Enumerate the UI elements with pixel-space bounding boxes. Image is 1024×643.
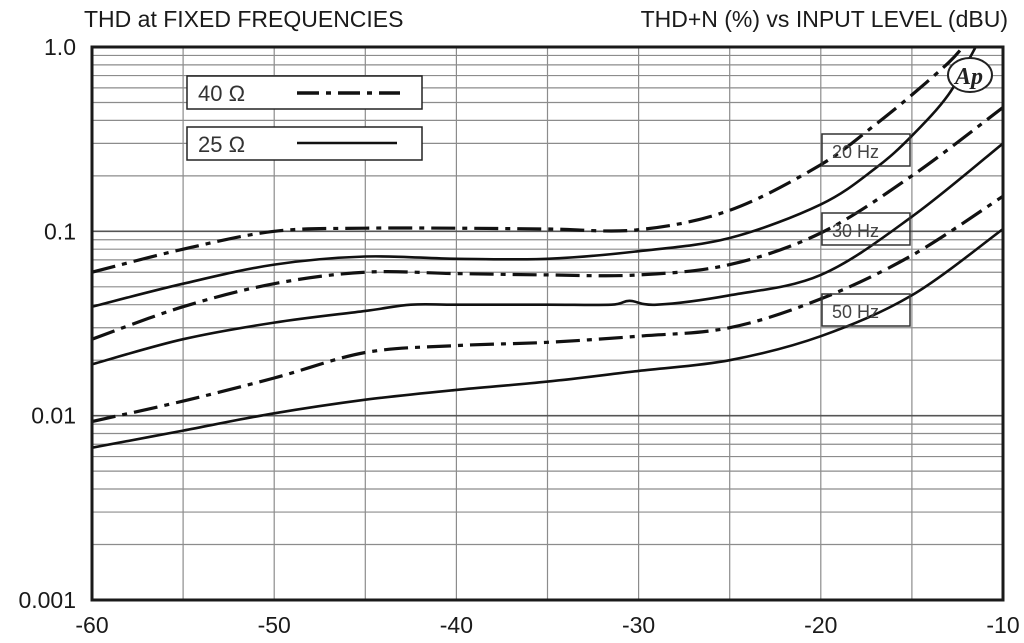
chart-title-left: THD at FIXED FREQUENCIES bbox=[84, 6, 404, 32]
series-line-30hz-solid bbox=[92, 142, 1003, 366]
y-tick-label: 1.0 bbox=[44, 34, 76, 60]
legend-label-40ohm: 40 Ω bbox=[198, 81, 245, 106]
y-tick-label: 0.1 bbox=[44, 218, 76, 244]
x-tick-label: -50 bbox=[258, 612, 291, 638]
series-line-20hz-dashdot bbox=[92, 47, 965, 274]
annotation-label-30hz: 30 Hz bbox=[832, 221, 879, 241]
x-tick-label: -60 bbox=[75, 612, 108, 638]
legend: 40 Ω 25 Ω bbox=[186, 75, 423, 161]
series-curves bbox=[92, 47, 1003, 449]
legend-entry-40ohm: 40 Ω bbox=[186, 75, 423, 110]
series-line-20hz-solid bbox=[92, 47, 977, 308]
annotation-label-50hz: 50 Hz bbox=[832, 302, 879, 322]
x-tick-label: -40 bbox=[440, 612, 473, 638]
annotation-50hz: 50 Hz bbox=[821, 293, 911, 327]
legend-entry-25ohm: 25 Ω bbox=[186, 126, 423, 161]
series-line-30hz-dashdot bbox=[92, 106, 1003, 341]
chart-title-right: THD+N (%) vs INPUT LEVEL (dBU) bbox=[640, 6, 1008, 32]
series-line-50hz-dashdot bbox=[92, 194, 1003, 424]
x-tick-label: -20 bbox=[804, 612, 837, 638]
x-tick-label: -30 bbox=[622, 612, 655, 638]
x-tick-label: -10 bbox=[986, 612, 1019, 638]
annotation-20hz: 20 Hz bbox=[821, 133, 911, 167]
series-line-50hz-solid bbox=[92, 227, 1003, 449]
tick-labels: -60 -50 -40 -30 -20 -10 0.001 0.01 0.1 1.0 bbox=[18, 34, 1019, 638]
annotation-30hz: 30 Hz bbox=[821, 212, 911, 246]
y-tick-label: 0.001 bbox=[18, 587, 76, 613]
y-tick-label: 0.01 bbox=[31, 403, 76, 429]
legend-label-25ohm: 25 Ω bbox=[198, 132, 245, 157]
ap-logo: Ap bbox=[947, 57, 993, 93]
ap-logo-text: Ap bbox=[953, 64, 983, 90]
grid-lines bbox=[92, 47, 1003, 600]
plot-frame bbox=[90, 45, 1005, 602]
annotation-label-20hz: 20 Hz bbox=[832, 142, 879, 162]
